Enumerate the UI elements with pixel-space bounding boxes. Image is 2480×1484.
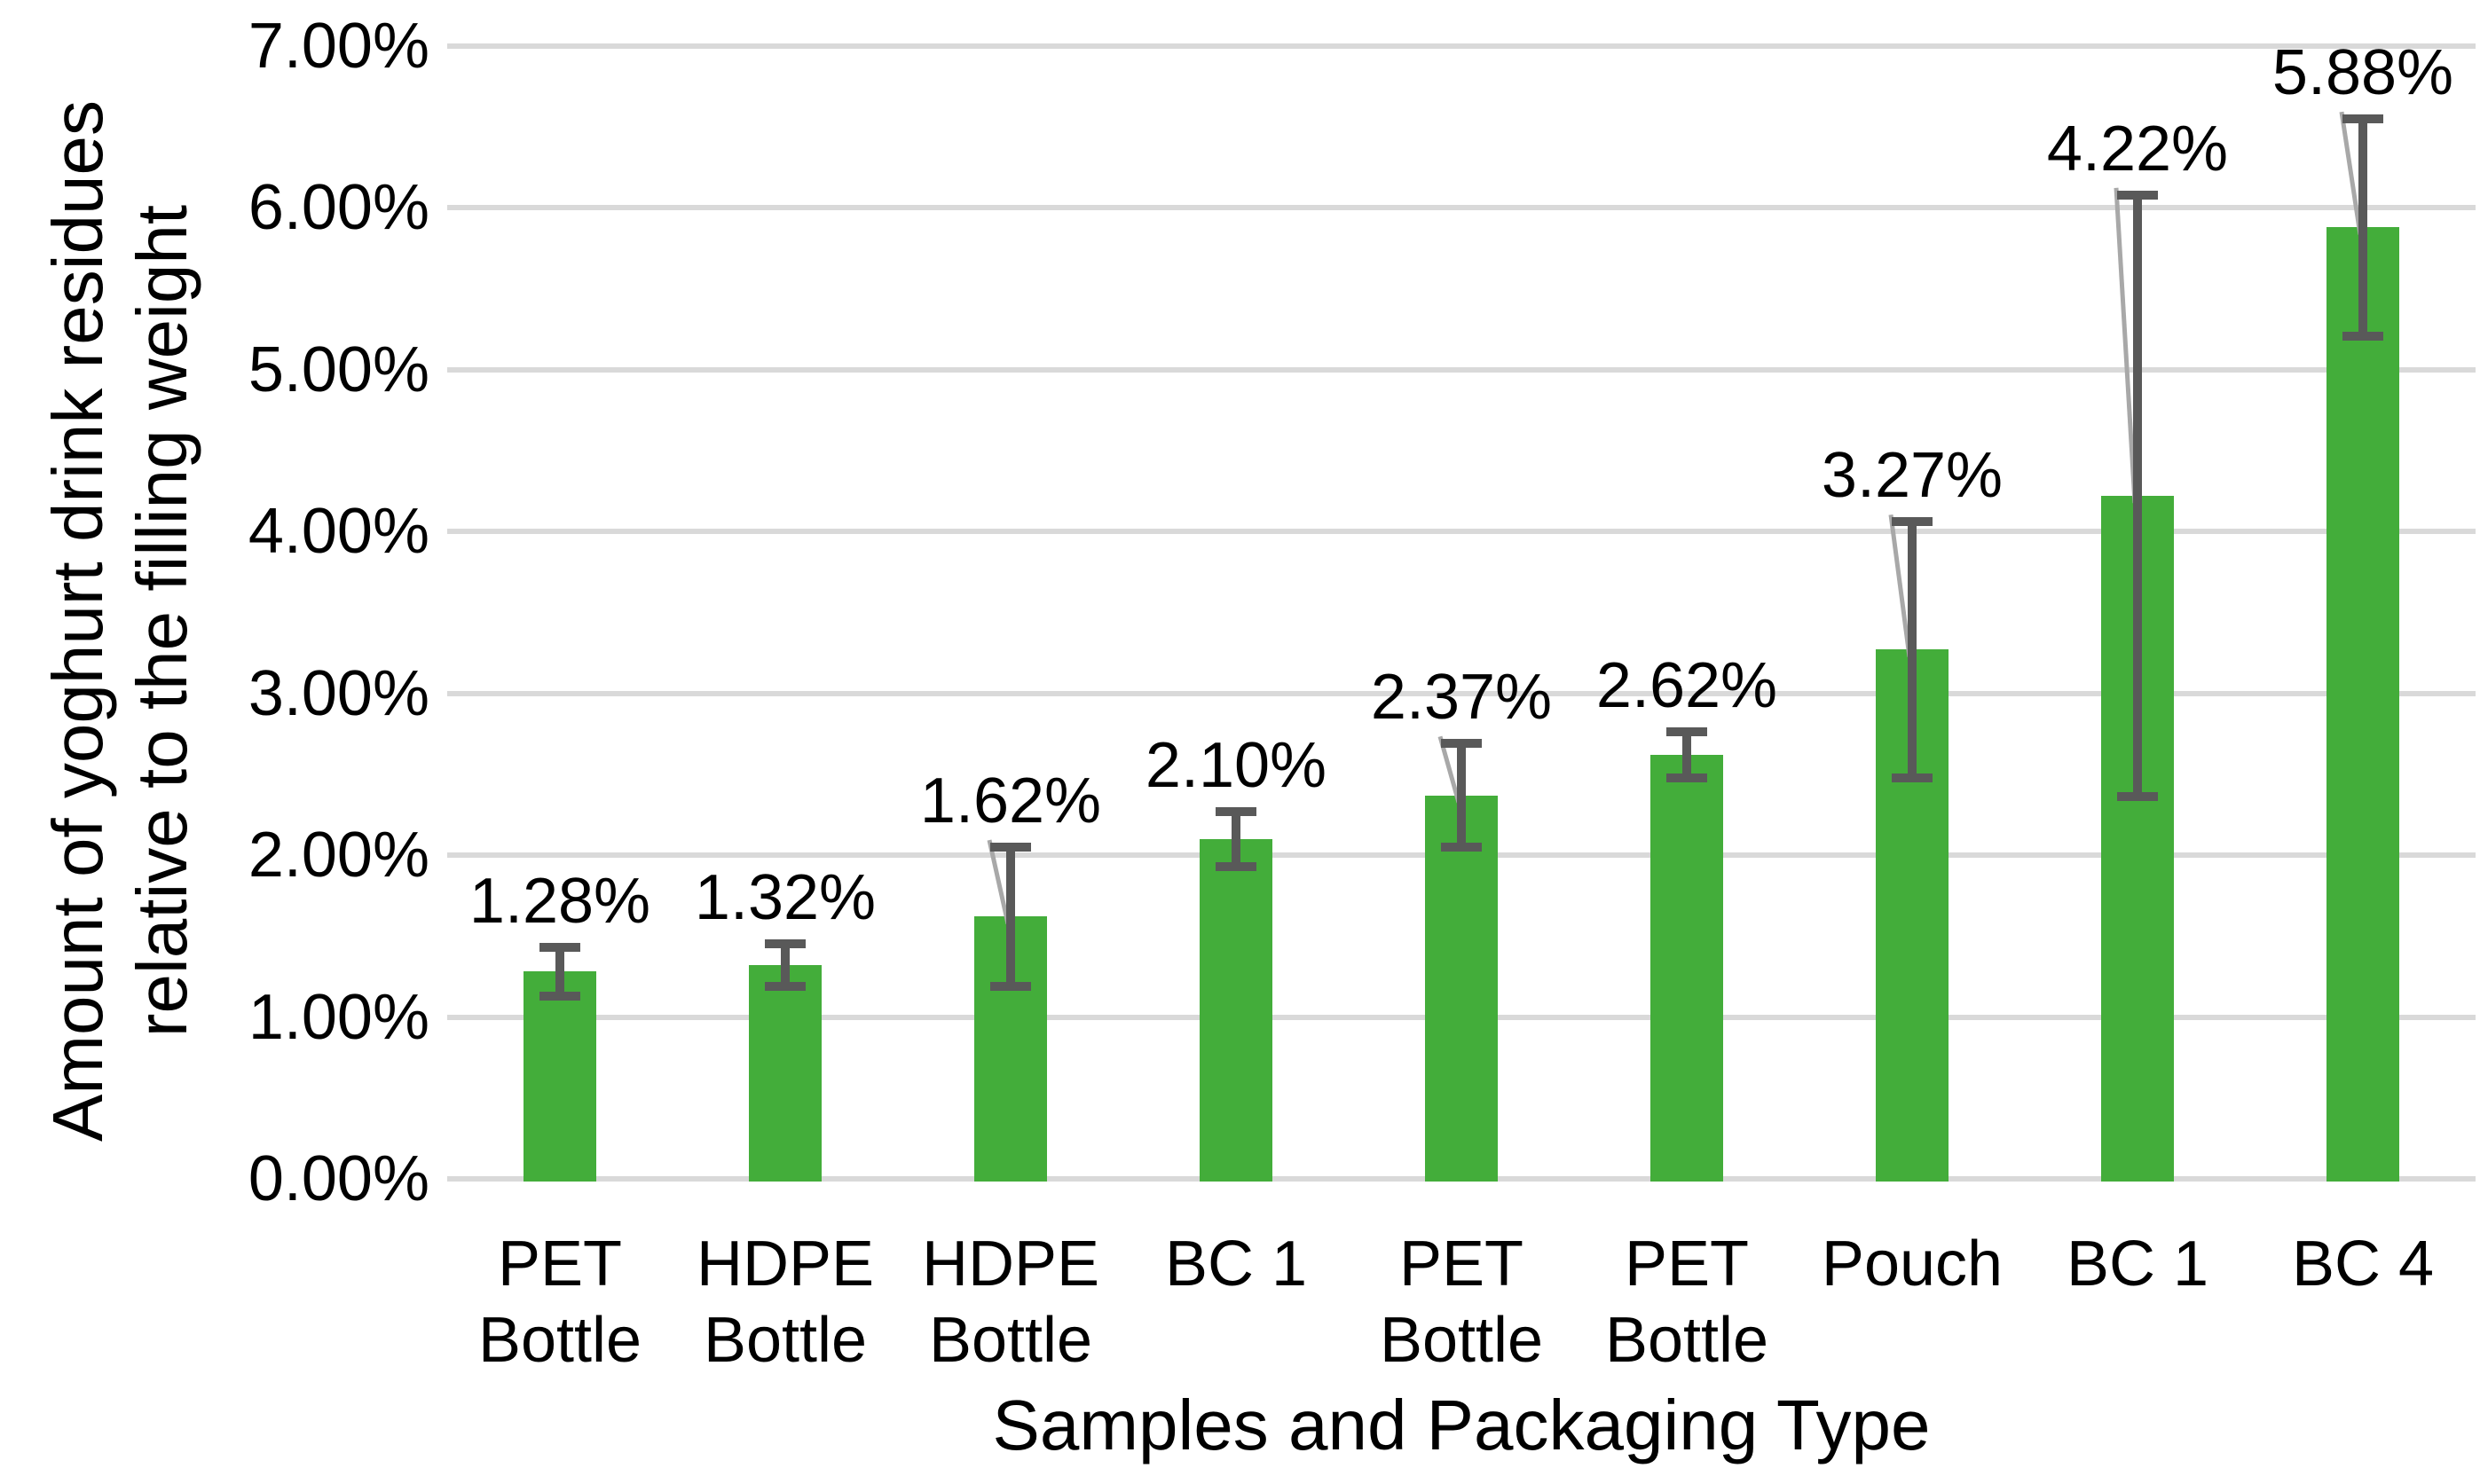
x-axis-category-label: PET Bottle [447, 1226, 673, 1378]
x-axis-category-label: PET Bottle [1349, 1226, 1574, 1378]
y-axis-tick-label: 5.00% [248, 334, 429, 405]
x-axis-title: Samples and Packaging Type [992, 1386, 1931, 1464]
y-axis-tick-label: 2.00% [248, 820, 429, 891]
error-bar-cap-top [765, 939, 806, 949]
error-bar-cap-bottom [1441, 843, 1482, 852]
error-bar-cap-top [1892, 517, 1933, 527]
leader-line [2339, 111, 2363, 235]
leader-line [987, 839, 1011, 925]
data-label: 3.27% [1821, 440, 2004, 512]
x-axis-category-label-line: Pouch [1821, 1229, 2004, 1299]
error-bar-cap-top [1216, 806, 1256, 816]
bar [524, 971, 596, 1182]
error-bar-cap-top [990, 843, 1031, 852]
error-bar-line [1457, 743, 1466, 848]
x-axis-category-label-line: HDPE [921, 1229, 1100, 1299]
bar [1650, 755, 1723, 1182]
error-bar-cap-bottom [1666, 773, 1707, 782]
error-bar-cap-bottom [765, 981, 806, 991]
y-axis-tick-label: 0.00% [248, 1143, 429, 1214]
x-axis-category-label-line: BC 4 [2291, 1229, 2435, 1299]
x-axis-category-label-line: HDPE [696, 1229, 875, 1299]
x-axis-category-label-line: Bottle [1604, 1305, 1769, 1376]
error-bar-line [1006, 847, 1015, 986]
data-label: 5.88% [2271, 37, 2454, 109]
y-axis-tick-label: 1.00% [248, 981, 429, 1053]
error-bar-line [555, 947, 564, 996]
y-axis-tick-label: 3.00% [248, 657, 429, 729]
x-axis-category-label: BC 4 [2250, 1226, 2476, 1302]
bar [1425, 795, 1498, 1182]
error-bar-cap-top [2342, 114, 2383, 124]
x-axis-category-label-line: BC 1 [2066, 1229, 2209, 1299]
x-axis-category-label-line: PET [1624, 1229, 1750, 1299]
error-bar-cap-bottom [539, 991, 580, 1001]
x-axis-category-label-line: PET [1398, 1229, 1524, 1299]
x-axis-category-label-line: Bottle [703, 1305, 868, 1376]
y-axis-tick-label: 7.00% [248, 11, 429, 82]
bar [749, 965, 822, 1182]
gridline [447, 43, 2476, 49]
x-axis-category-label: Pouch [1799, 1226, 2025, 1302]
data-label: 2.37% [1370, 662, 1553, 734]
error-bar-line [2358, 119, 2367, 336]
error-bar-line [1232, 811, 1240, 867]
gridline [447, 366, 2476, 373]
data-label: 1.32% [694, 862, 877, 934]
x-axis-category-label-line: Bottle [1379, 1305, 1544, 1376]
leader-line [2114, 187, 2138, 504]
x-axis-category-label: HDPE Bottle [898, 1226, 1123, 1378]
gridline [447, 529, 2476, 535]
y-axis-tick-label: 4.00% [248, 496, 429, 568]
x-axis-category-label: HDPE Bottle [673, 1226, 898, 1378]
x-axis-category-label-line: BC 1 [1164, 1229, 1308, 1299]
data-label: 2.10% [1145, 729, 1327, 801]
error-bar-cap-top [2117, 190, 2158, 200]
error-bar-cap-bottom [990, 981, 1031, 991]
leader-line [1888, 514, 1912, 657]
error-bar-cap-top [1441, 739, 1482, 749]
error-bar-cap-top [1666, 727, 1707, 737]
y-axis-tick-label: 6.00% [248, 172, 429, 244]
data-label: 1.62% [919, 766, 1102, 837]
error-bar-cap-top [539, 943, 580, 953]
x-axis-category-label: BC 1 [2025, 1226, 2250, 1302]
data-label: 1.28% [468, 866, 651, 938]
bar [1200, 838, 1272, 1182]
error-bar-cap-bottom [2342, 331, 2383, 341]
x-axis-category-label: BC 1 [1123, 1226, 1349, 1302]
bar [2326, 227, 2399, 1182]
error-bar-line [781, 944, 790, 986]
x-axis-category-label-line: Bottle [477, 1305, 642, 1376]
error-bar-line [2133, 194, 2142, 797]
x-axis-category-label-line: PET [497, 1229, 623, 1299]
gridline [447, 690, 2476, 696]
error-bar-line [1908, 522, 1917, 778]
error-bar-cap-bottom [1216, 861, 1256, 871]
x-axis-category-label-line: Bottle [928, 1305, 1093, 1376]
error-bar-line [1682, 732, 1691, 778]
gridline [447, 205, 2476, 211]
data-label: 4.22% [2046, 113, 2229, 185]
data-label: 2.62% [1595, 650, 1778, 722]
error-bar-cap-bottom [1892, 773, 1933, 782]
error-bar-cap-bottom [2117, 792, 2158, 802]
x-axis-category-label: PET Bottle [1574, 1226, 1799, 1378]
